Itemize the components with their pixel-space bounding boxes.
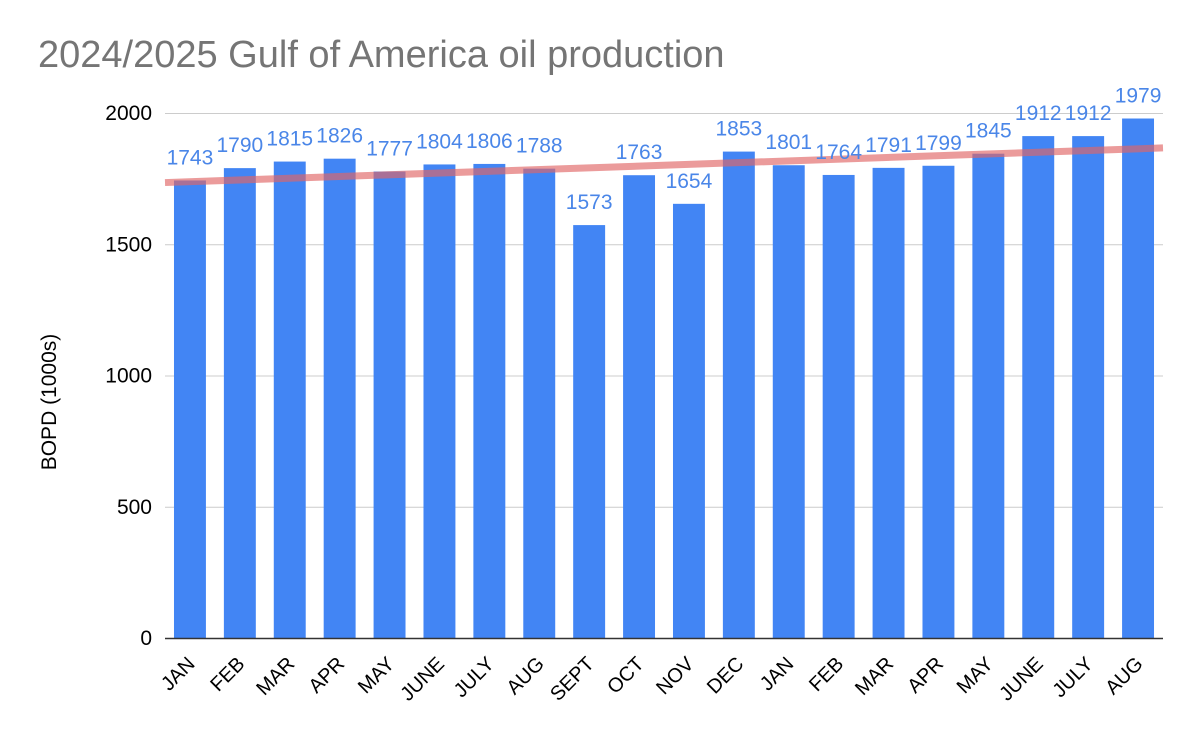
y-axis-label: BOPD (1000s) (38, 334, 61, 471)
x-tick-label: JUNE (995, 653, 1047, 705)
data-label: 1826 (316, 125, 363, 148)
x-tick-label: NOV (652, 653, 699, 700)
x-tick-label: MAR (851, 653, 898, 700)
data-label: 1790 (216, 134, 263, 157)
x-tick-label: SEPT (546, 653, 599, 706)
x-tick-label: OCT (603, 653, 648, 698)
bar (523, 168, 556, 638)
x-tick-label: JAN (157, 653, 199, 695)
bar (573, 225, 606, 638)
y-tick-label: 500 (117, 496, 152, 519)
data-label: 1979 (1115, 85, 1162, 108)
bar (623, 175, 656, 638)
y-tick-label: 1000 (105, 365, 152, 388)
x-tick-label: JULY (450, 653, 499, 702)
data-label: 1815 (266, 128, 313, 151)
bar (1022, 136, 1055, 638)
chart-title: 2024/2025 Gulf of America oil production (38, 34, 725, 76)
bar (972, 153, 1005, 638)
bar (1122, 118, 1155, 638)
y-axis-ticks: 0 500 1000 1500 2000 (105, 102, 152, 650)
data-label: 1804 (416, 130, 463, 153)
gridlines (165, 113, 1163, 508)
data-label: 1764 (815, 141, 862, 164)
bar (1072, 136, 1105, 638)
data-label: 1743 (167, 146, 214, 169)
data-label: 1763 (616, 141, 663, 164)
x-tick-label: MAR (252, 653, 299, 700)
data-label: 1806 (466, 130, 513, 153)
y-tick-label: 0 (140, 627, 152, 650)
x-tick-label: FEB (206, 653, 249, 696)
data-label: 1845 (965, 120, 1012, 143)
bar (672, 203, 705, 638)
x-tick-label: MAY (953, 653, 998, 698)
bars (173, 118, 1155, 639)
bar (922, 165, 955, 638)
bar (373, 171, 406, 638)
data-label: 1912 (1065, 102, 1112, 125)
x-tick-label: AUG (503, 653, 549, 699)
bar (473, 163, 506, 639)
data-label: 1799 (915, 132, 962, 155)
data-label: 1654 (666, 170, 713, 193)
bar (273, 161, 306, 638)
bar (722, 151, 755, 638)
data-label: 1788 (516, 135, 563, 158)
x-tick-label: APR (305, 653, 350, 698)
x-tick-label: AUG (1101, 653, 1147, 699)
bar (173, 180, 206, 638)
bar (872, 167, 905, 639)
bar (772, 165, 805, 639)
trendline (164, 144, 1164, 187)
x-tick-label: FEB (805, 653, 848, 696)
data-label: 1853 (715, 118, 762, 141)
y-tick-label: 1500 (105, 233, 152, 256)
x-tick-label: JULY (1049, 653, 1098, 702)
x-tick-label: MAY (354, 653, 399, 698)
bar (822, 174, 855, 638)
data-label: 1801 (765, 131, 812, 154)
data-label: 1573 (566, 191, 613, 214)
data-label: 1912 (1015, 102, 1062, 125)
trendline-group (164, 144, 1164, 187)
y-tick-label: 2000 (105, 102, 152, 125)
bar (223, 168, 256, 638)
x-tick-label: JUNE (396, 653, 448, 705)
x-tick-label: JAN (756, 653, 798, 695)
x-tick-label: DEC (703, 653, 748, 698)
bar (423, 164, 456, 638)
x-tick-label: APR (903, 653, 948, 698)
data-label: 1777 (366, 138, 413, 161)
bar (323, 158, 356, 639)
data-label: 1791 (865, 134, 912, 157)
